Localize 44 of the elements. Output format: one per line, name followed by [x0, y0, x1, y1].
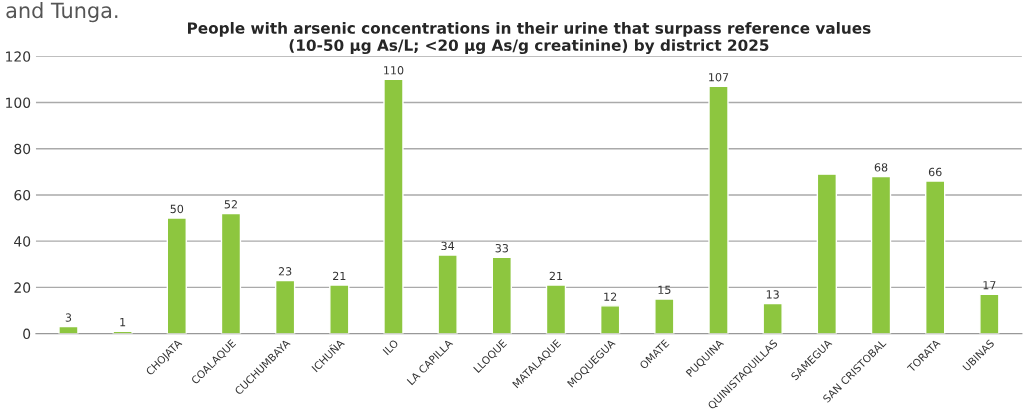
bar [491, 256, 512, 334]
data-label: 17 [983, 281, 996, 290]
data-label: 15 [658, 285, 671, 295]
y-tick-label: 40 [14, 236, 31, 247]
x-tick-label: ILO [382, 339, 399, 356]
data-label: 68 [874, 163, 888, 172]
bar [654, 298, 675, 334]
data-label: 50 [170, 204, 184, 214]
y-tick-label: 100 [6, 97, 31, 108]
bar [870, 175, 892, 334]
data-label: 110 [384, 66, 404, 75]
data-label: 12 [604, 292, 617, 301]
bar [708, 85, 729, 334]
y-tick-label: 120 [6, 51, 31, 62]
y-tick-label: 80 [14, 143, 31, 155]
bar [329, 284, 350, 334]
y-tick-label: 20 [14, 282, 31, 293]
bar [599, 305, 621, 334]
bar [979, 293, 1000, 334]
data-label: 107 [709, 73, 729, 82]
data-label: 34 [441, 241, 455, 251]
bar [274, 279, 296, 334]
bar [166, 217, 187, 334]
bar [762, 302, 783, 334]
y-tick-label: 0 [23, 328, 31, 340]
data-label: 3 [65, 313, 72, 322]
bar [220, 212, 242, 334]
bar [545, 284, 567, 334]
bar [58, 325, 79, 334]
data-label: 1 [120, 318, 126, 327]
bar [816, 173, 838, 334]
data-label: 33 [495, 244, 508, 253]
data-label: 13 [766, 290, 779, 299]
bar [383, 78, 404, 334]
bar [925, 180, 946, 334]
chart-title: People with arsenic concentrations in their urine that surpass reference values (10-50 µg As/L; <20 µg As/g creatinine) by district 2025 [188, 22, 871, 55]
data-label: 21 [333, 271, 346, 280]
data-label: 52 [224, 200, 237, 209]
data-label: 66 [928, 167, 942, 177]
data-label: 23 [278, 267, 292, 276]
y-tick-label: 60 [14, 189, 31, 201]
data-label: 21 [549, 271, 563, 280]
bar [437, 254, 458, 334]
text: and Tunga. [6, 2, 118, 23]
